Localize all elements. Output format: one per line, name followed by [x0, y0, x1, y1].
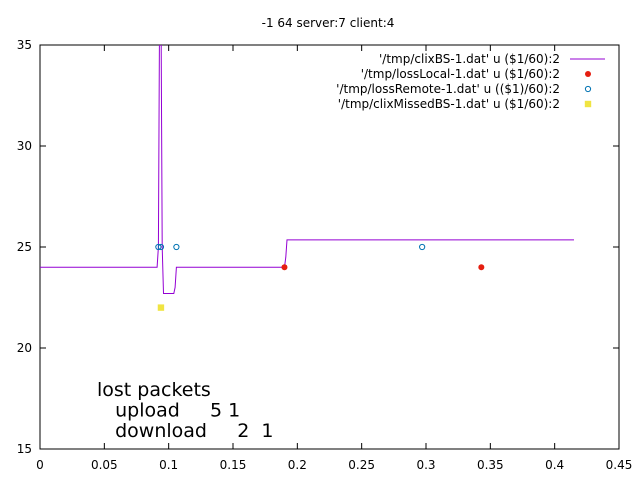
x-tick-label: 0.1: [159, 458, 178, 472]
x-tick-label: 0.4: [545, 458, 564, 472]
data-point: [419, 243, 426, 251]
y-tick-label: 30: [17, 139, 32, 153]
x-tick-label: 0.05: [91, 458, 118, 472]
data-point: [157, 304, 165, 311]
lost-packets-annotation: lost packets upload 5 1 download 2 1: [97, 379, 273, 442]
legend-label: '/tmp/clixMissedBS-1.dat' u ($1/60):2: [338, 97, 560, 111]
data-point: [155, 243, 162, 251]
x-tick-label: 0.15: [220, 458, 247, 472]
y-tick-label: 35: [17, 38, 32, 52]
legend-swatch: [584, 85, 592, 93]
x-axis: 0 0.05 0.1 0.15 0.2 0.25 0.3 0.35 0.4 0.45: [36, 45, 632, 472]
x-tick-label: 0.45: [606, 458, 633, 472]
annotation-line: download 2 1: [97, 420, 273, 442]
x-tick-label: 0.2: [288, 458, 307, 472]
y-tick-label: 25: [17, 240, 32, 254]
x-tick-label: 0.35: [477, 458, 504, 472]
y-tick-label: 20: [17, 341, 32, 355]
data-point: [281, 264, 288, 271]
y-axis: 15 20 25 30 35: [17, 38, 619, 456]
legend-label: '/tmp/lossLocal-1.dat' u ($1/60):2: [361, 67, 560, 81]
data-point: [173, 243, 180, 251]
x-tick-label: 0: [36, 458, 44, 472]
annotation-line: lost packets: [97, 379, 211, 401]
series-layer: [40, 45, 574, 311]
y-tick-label: 15: [17, 442, 32, 456]
annotation-line: upload 5 1: [97, 400, 240, 422]
legend-label: '/tmp/clixBS-1.dat' u ($1/60):2: [379, 52, 560, 66]
series-line-clixBS: [40, 45, 574, 294]
legend-swatch: [585, 71, 591, 77]
legend: '/tmp/clixBS-1.dat' u ($1/60):2'/tmp/los…: [336, 52, 605, 111]
data-point: [157, 243, 165, 251]
chart-title: -1 64 server:7 client:4: [262, 16, 395, 30]
data-point: [478, 264, 485, 271]
legend-label: '/tmp/lossRemote-1.dat' u (($1)/60):2: [336, 82, 560, 96]
x-tick-label: 0.3: [416, 458, 435, 472]
x-tick-label: 0.25: [348, 458, 375, 472]
legend-swatch: [584, 100, 592, 108]
